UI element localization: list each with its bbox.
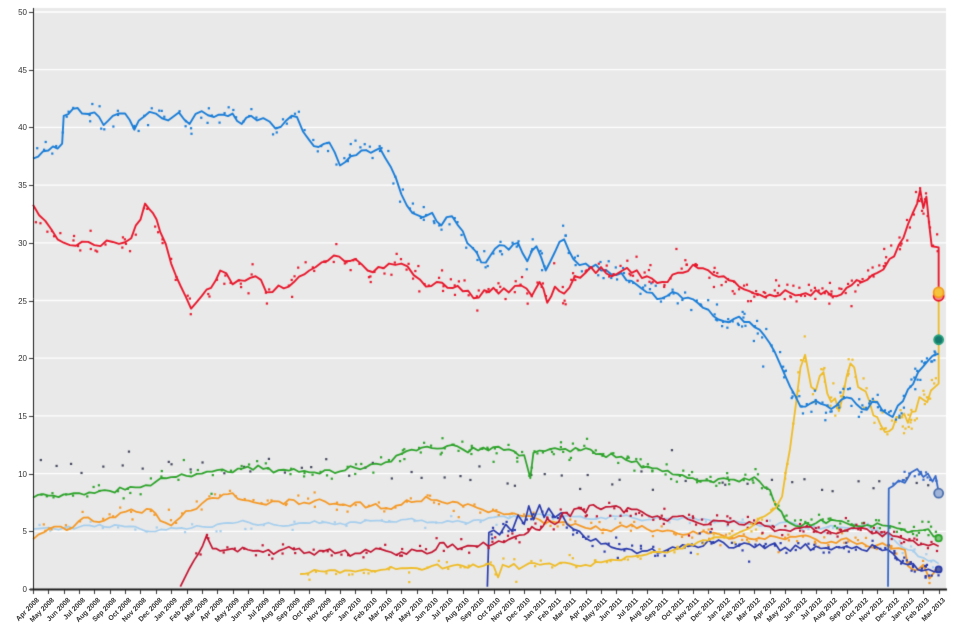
y-tick-label: 5 (22, 527, 27, 537)
y-tick-label: 15 (18, 411, 27, 421)
y-tick-label: 40 (18, 123, 27, 133)
y-tick-label: 25 (18, 296, 27, 306)
y-tick-label: 20 (18, 354, 27, 364)
y-tick-label: 0 (22, 585, 27, 594)
y-tick-label: 50 (18, 8, 27, 17)
y-tick-label: 35 (18, 181, 27, 191)
y-tick-label: 10 (18, 469, 27, 479)
y-tick-label: 45 (18, 65, 27, 75)
y-tick-label: 30 (18, 238, 27, 248)
